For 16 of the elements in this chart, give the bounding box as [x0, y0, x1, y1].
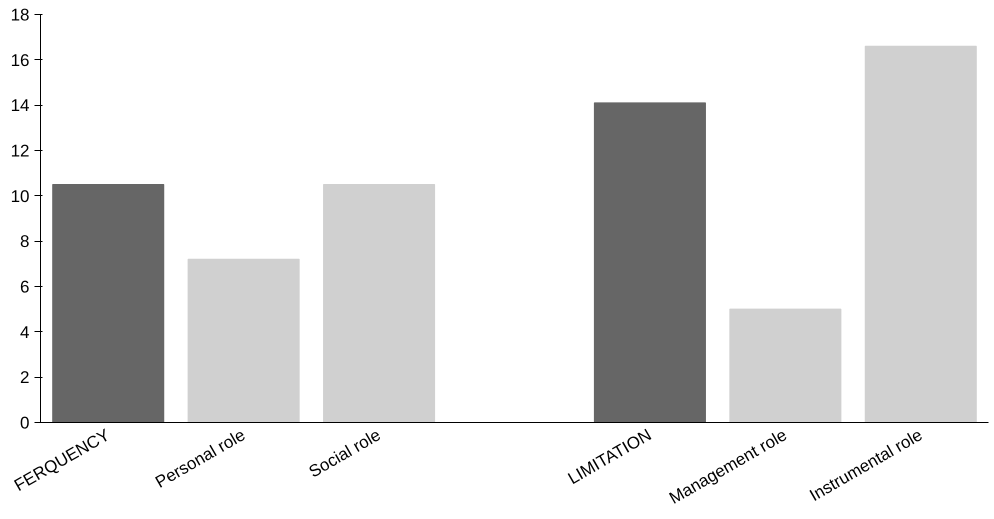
y-tick-label: 2	[20, 368, 30, 388]
y-tick-label: 18	[10, 6, 30, 24]
y-tick-label: 4	[20, 322, 30, 342]
y-tick-label: 16	[10, 50, 30, 70]
bar	[594, 102, 706, 422]
y-tick-label: 8	[20, 232, 30, 252]
bar	[188, 258, 300, 422]
bar	[323, 184, 436, 422]
y-tick-label: 12	[10, 142, 30, 160]
y-tick-label: 14	[10, 96, 30, 116]
y-tick-label: 6	[20, 278, 30, 296]
bar	[864, 46, 977, 422]
y-tick-label: 0	[20, 414, 30, 432]
bar	[52, 184, 164, 422]
bar	[729, 308, 842, 422]
y-tick-label: 10	[10, 186, 30, 206]
